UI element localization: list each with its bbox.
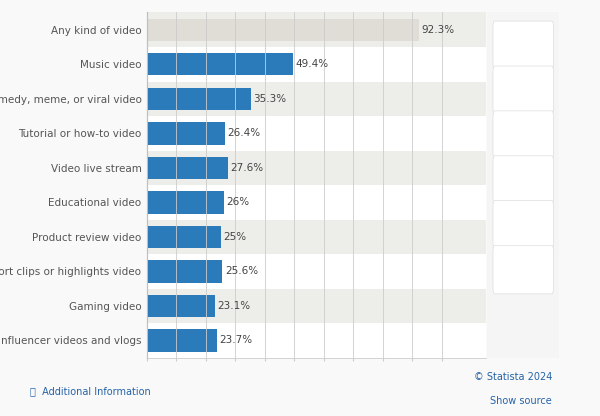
- FancyBboxPatch shape: [493, 111, 553, 159]
- Bar: [147, 329, 217, 352]
- Text: Show source: Show source: [490, 396, 552, 406]
- Text: 26%: 26%: [226, 197, 249, 208]
- FancyBboxPatch shape: [493, 66, 553, 114]
- Bar: [147, 289, 486, 323]
- Text: 23.1%: 23.1%: [217, 301, 251, 311]
- Bar: [147, 47, 486, 82]
- Text: 23.7%: 23.7%: [219, 335, 253, 346]
- Bar: [147, 151, 486, 185]
- Text: 1...: 1...: [451, 372, 465, 381]
- Bar: [147, 82, 486, 116]
- Bar: [147, 260, 223, 282]
- Bar: [147, 12, 486, 47]
- X-axis label: Share of respondents: Share of respondents: [253, 381, 380, 394]
- Text: 49.4%: 49.4%: [295, 59, 328, 69]
- FancyBboxPatch shape: [493, 201, 553, 249]
- Text: 26.4%: 26.4%: [227, 128, 260, 139]
- Text: © Statista 2024: © Statista 2024: [473, 372, 552, 382]
- Bar: [147, 185, 486, 220]
- Bar: [147, 19, 419, 41]
- Text: 27.6%: 27.6%: [231, 163, 264, 173]
- Text: 92.3%: 92.3%: [421, 25, 455, 35]
- FancyBboxPatch shape: [493, 156, 553, 204]
- Bar: [147, 157, 229, 179]
- Bar: [147, 88, 251, 110]
- Bar: [147, 323, 486, 358]
- Bar: [147, 116, 486, 151]
- Bar: [147, 191, 224, 213]
- Text: 35.3%: 35.3%: [253, 94, 287, 104]
- FancyBboxPatch shape: [493, 21, 553, 69]
- FancyBboxPatch shape: [493, 245, 553, 294]
- Bar: [147, 295, 215, 317]
- Text: 25%: 25%: [223, 232, 246, 242]
- Text: 25.6%: 25.6%: [225, 266, 258, 277]
- Bar: [147, 53, 293, 75]
- Bar: [147, 122, 225, 144]
- Bar: [147, 220, 486, 254]
- Bar: [147, 254, 486, 289]
- Bar: [147, 226, 221, 248]
- Text: ⓘ  Additional Information: ⓘ Additional Information: [30, 386, 151, 397]
